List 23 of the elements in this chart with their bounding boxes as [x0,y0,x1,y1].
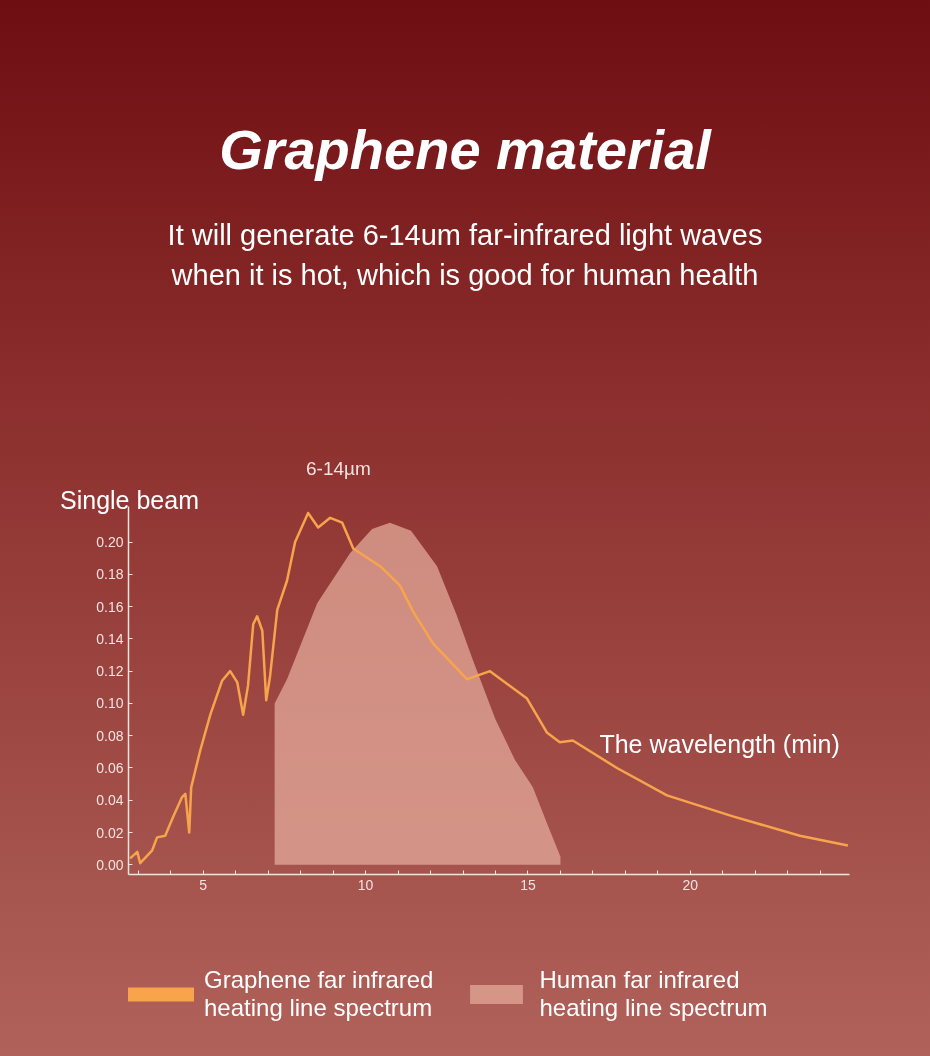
y-tick-label: 0.12 [96,663,124,680]
x-tick-label: 15 [520,876,536,893]
y-tick-label: 0.10 [96,695,124,712]
x-tick-label: 5 [199,876,208,893]
chart-title: Graphene material [219,117,711,183]
legend-label: Human far infrared heating line spectrum [539,965,768,1023]
legend-label: Graphene far infrared heating line spectrum [204,965,434,1023]
y-tick-label: 0.18 [96,566,124,583]
line-series [128,511,850,865]
chart-subtitle: It will generate 6-14um far-infrared light waves when it is hot, which is good for human health [167,218,763,293]
y-tick-label: 0.20 [96,534,124,551]
x-axis-title: The wavelength (min) [599,730,840,759]
y-tick-label: 0.08 [96,727,124,744]
text: 6-14µm [306,457,371,481]
y-tick-label: 0.06 [96,759,124,776]
y-tick-label: 0.00 [96,856,124,873]
y-tick-label: 0.14 [96,630,124,647]
y-tick-label: 0.04 [96,792,124,809]
y-tick-label: 0.16 [96,598,124,615]
x-tick-label: 10 [357,876,374,893]
y-tick-label: 0.02 [96,824,124,841]
x-tick-label: 20 [682,876,699,893]
y-axis-title: Single beam [60,485,199,516]
